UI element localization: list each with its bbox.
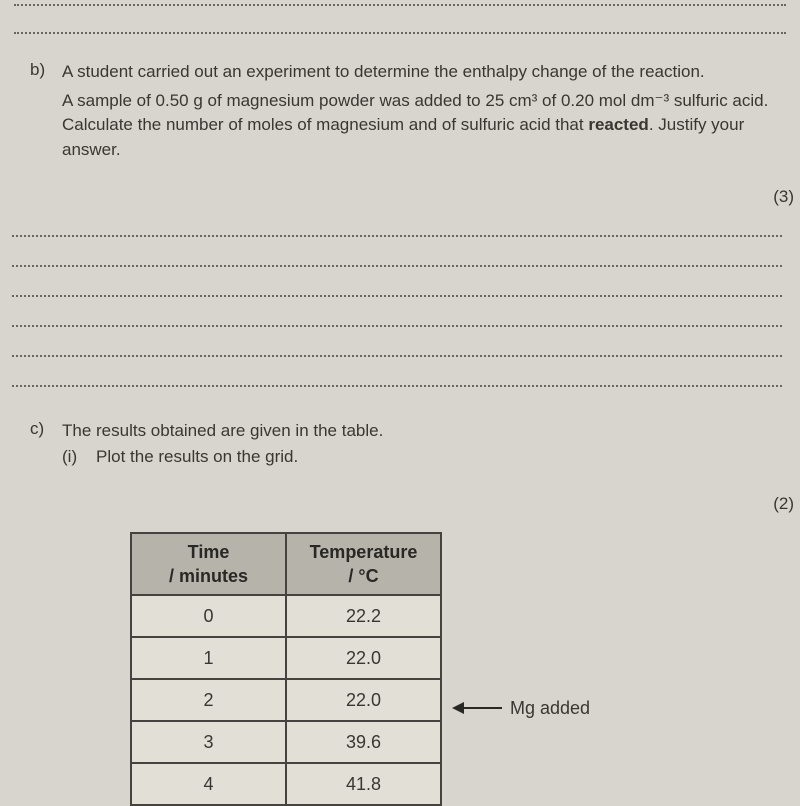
question-c: c) The results obtained are given in the… <box>30 419 786 470</box>
answer-line <box>12 385 782 387</box>
annotation-text: Mg added <box>510 698 590 719</box>
question-c-sub-label: (i) <box>62 445 96 470</box>
temp-cell: 39.6 <box>286 721 441 763</box>
arrow-icon <box>454 707 502 709</box>
question-b-marks: (3) <box>0 187 800 207</box>
question-c-marks: (2) <box>0 494 800 514</box>
results-table: Time / minutes Temperature / °C 022.2122… <box>130 532 442 806</box>
question-c-sub-text: Plot the results on the grid. <box>96 445 298 470</box>
table-row: 122.0 <box>131 637 441 679</box>
table-header-time: Time / minutes <box>131 533 286 596</box>
temp-cell: 41.8 <box>286 763 441 805</box>
answer-line <box>12 295 782 297</box>
time-cell: 0 <box>131 595 286 637</box>
results-table-container: Time / minutes Temperature / °C 022.2122… <box>130 532 800 806</box>
time-cell: 3 <box>131 721 286 763</box>
question-c-text: The results obtained are given in the ta… <box>62 419 786 470</box>
temp-cell: 22.0 <box>286 679 441 721</box>
temp-cell: 22.0 <box>286 637 441 679</box>
question-b-text: A student carried out an experiment to d… <box>62 60 786 167</box>
answer-lines-b <box>0 235 800 387</box>
question-b-line2: A sample of 0.50 g of magnesium powder w… <box>62 89 786 163</box>
answer-line <box>12 235 782 237</box>
question-b-line1: A student carried out an experiment to d… <box>62 60 786 85</box>
time-cell: 4 <box>131 763 286 805</box>
question-b: b) A student carried out an experiment t… <box>30 60 786 167</box>
question-c-label: c) <box>30 419 62 470</box>
answer-line <box>12 325 782 327</box>
table-row: 441.8 <box>131 763 441 805</box>
question-b-label: b) <box>30 60 62 167</box>
answer-line <box>12 355 782 357</box>
temp-cell: 22.2 <box>286 595 441 637</box>
mg-added-annotation: Mg added <box>454 698 590 719</box>
time-cell: 1 <box>131 637 286 679</box>
table-row: 339.6 <box>131 721 441 763</box>
table-header-temp: Temperature / °C <box>286 533 441 596</box>
table-row: 222.0 <box>131 679 441 721</box>
answer-line <box>12 265 782 267</box>
table-row: 022.2 <box>131 595 441 637</box>
dotted-line <box>14 32 786 34</box>
time-cell: 2 <box>131 679 286 721</box>
dotted-line <box>14 4 786 6</box>
